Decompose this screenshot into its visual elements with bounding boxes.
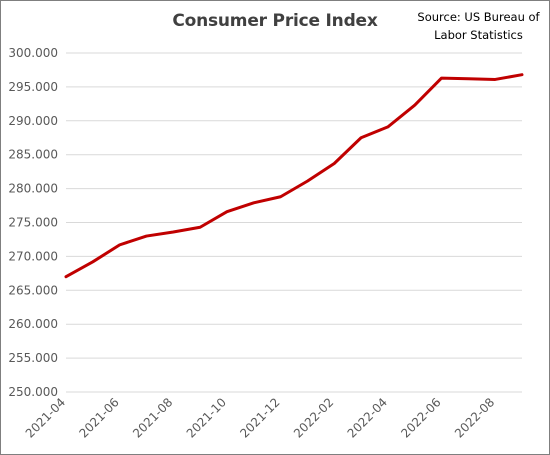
y-tick-label: 285.000 (8, 148, 58, 162)
y-tick-label: 300.000 (8, 46, 58, 60)
source-note-line-2: Labor Statistics (434, 28, 523, 42)
y-tick-label: 295.000 (8, 80, 58, 94)
cpi-series-line (64, 73, 524, 279)
y-tick-label: 270.000 (8, 249, 58, 263)
x-tick-label: 2021-08 (130, 395, 175, 440)
x-tick-label: 2021-10 (184, 395, 229, 440)
y-tick-label: 255.000 (8, 351, 58, 365)
x-tick-label: 2022-08 (452, 395, 497, 440)
x-tick-label: 2021-06 (76, 395, 121, 440)
x-tick-label: 2021-04 (23, 395, 68, 440)
y-tick-label: 275.000 (8, 216, 58, 230)
x-tick-label: 2022-04 (345, 395, 390, 440)
y-tick-label: 260.000 (8, 317, 58, 331)
source-note-line-1: Source: US Bureau of (417, 10, 540, 24)
chart-title: Consumer Price Index (172, 11, 378, 31)
y-tick-label: 280.000 (8, 182, 58, 196)
y-tick-label: 265.000 (8, 283, 58, 297)
y-tick-label: 290.000 (8, 114, 58, 128)
y-tick-label: 250.000 (8, 385, 58, 399)
source-note: Source: US Bureau of Labor Statistics (406, 8, 550, 44)
x-tick-label: 2022-06 (398, 395, 443, 440)
x-tick-label: 2021-12 (237, 395, 282, 440)
x-tick-label: 2022-02 (291, 395, 336, 440)
